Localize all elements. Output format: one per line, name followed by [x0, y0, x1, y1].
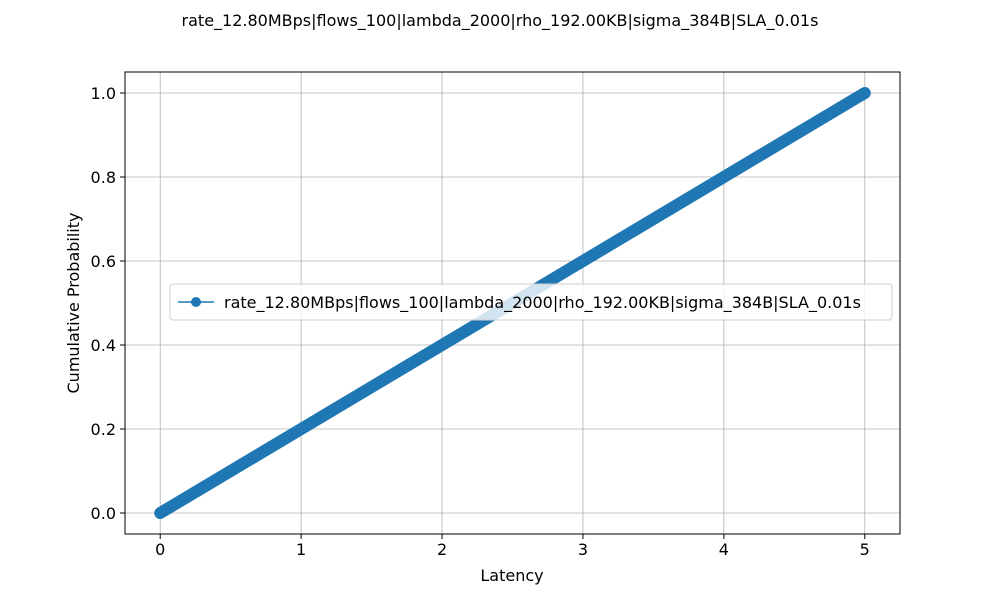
data-point — [190, 487, 201, 497]
data-point — [225, 466, 236, 476]
y-tick-label: 0.4 — [91, 336, 116, 355]
data-point — [648, 214, 659, 224]
x-tick-label: 1 — [296, 540, 306, 559]
data-point — [366, 382, 377, 392]
data-point — [401, 361, 412, 371]
data-point — [754, 151, 765, 161]
ticks-layer: 0 1 2 3 4 5 0.0 0.2 0.4 0.6 0.8 1.0 — [91, 84, 870, 559]
x-tick-label: 0 — [155, 540, 165, 559]
y-tick-label: 0.0 — [91, 504, 116, 523]
legend-marker-swatch — [191, 297, 201, 307]
x-axis-label: Latency — [480, 566, 543, 585]
y-axis-label: Cumulative Probability — [64, 213, 83, 394]
y-tick-label: 1.0 — [91, 84, 116, 103]
legend-label: rate_12.80MBps|flows_100|lambda_2000|rho… — [224, 293, 861, 313]
legend-box — [169, 283, 893, 321]
chart-title: rate_12.80MBps|flows_100|lambda_2000|rho… — [182, 11, 819, 31]
x-tick-label: 5 — [860, 540, 870, 559]
y-tick-label: 0.6 — [91, 252, 116, 271]
data-point — [683, 193, 694, 203]
data-point — [577, 256, 588, 266]
data-point — [296, 424, 307, 434]
x-tick-label: 4 — [719, 540, 729, 559]
plot-frame — [124, 71, 901, 535]
data-point — [331, 403, 342, 413]
x-tick-label: 3 — [578, 540, 588, 559]
data-point — [613, 235, 624, 245]
data-point — [155, 508, 166, 518]
y-tick-label: 0.8 — [91, 168, 116, 187]
data-point — [789, 130, 800, 140]
data-point — [437, 340, 448, 350]
x-tick-label: 2 — [437, 540, 447, 559]
legend: rate_12.80MBps|flows_100|lambda_2000|rho… — [169, 283, 893, 321]
data-point — [472, 319, 483, 329]
data-point — [718, 172, 729, 182]
y-tick-label: 0.2 — [91, 420, 116, 439]
data-point — [824, 109, 835, 119]
data-point — [859, 88, 870, 98]
data-point — [260, 445, 271, 455]
